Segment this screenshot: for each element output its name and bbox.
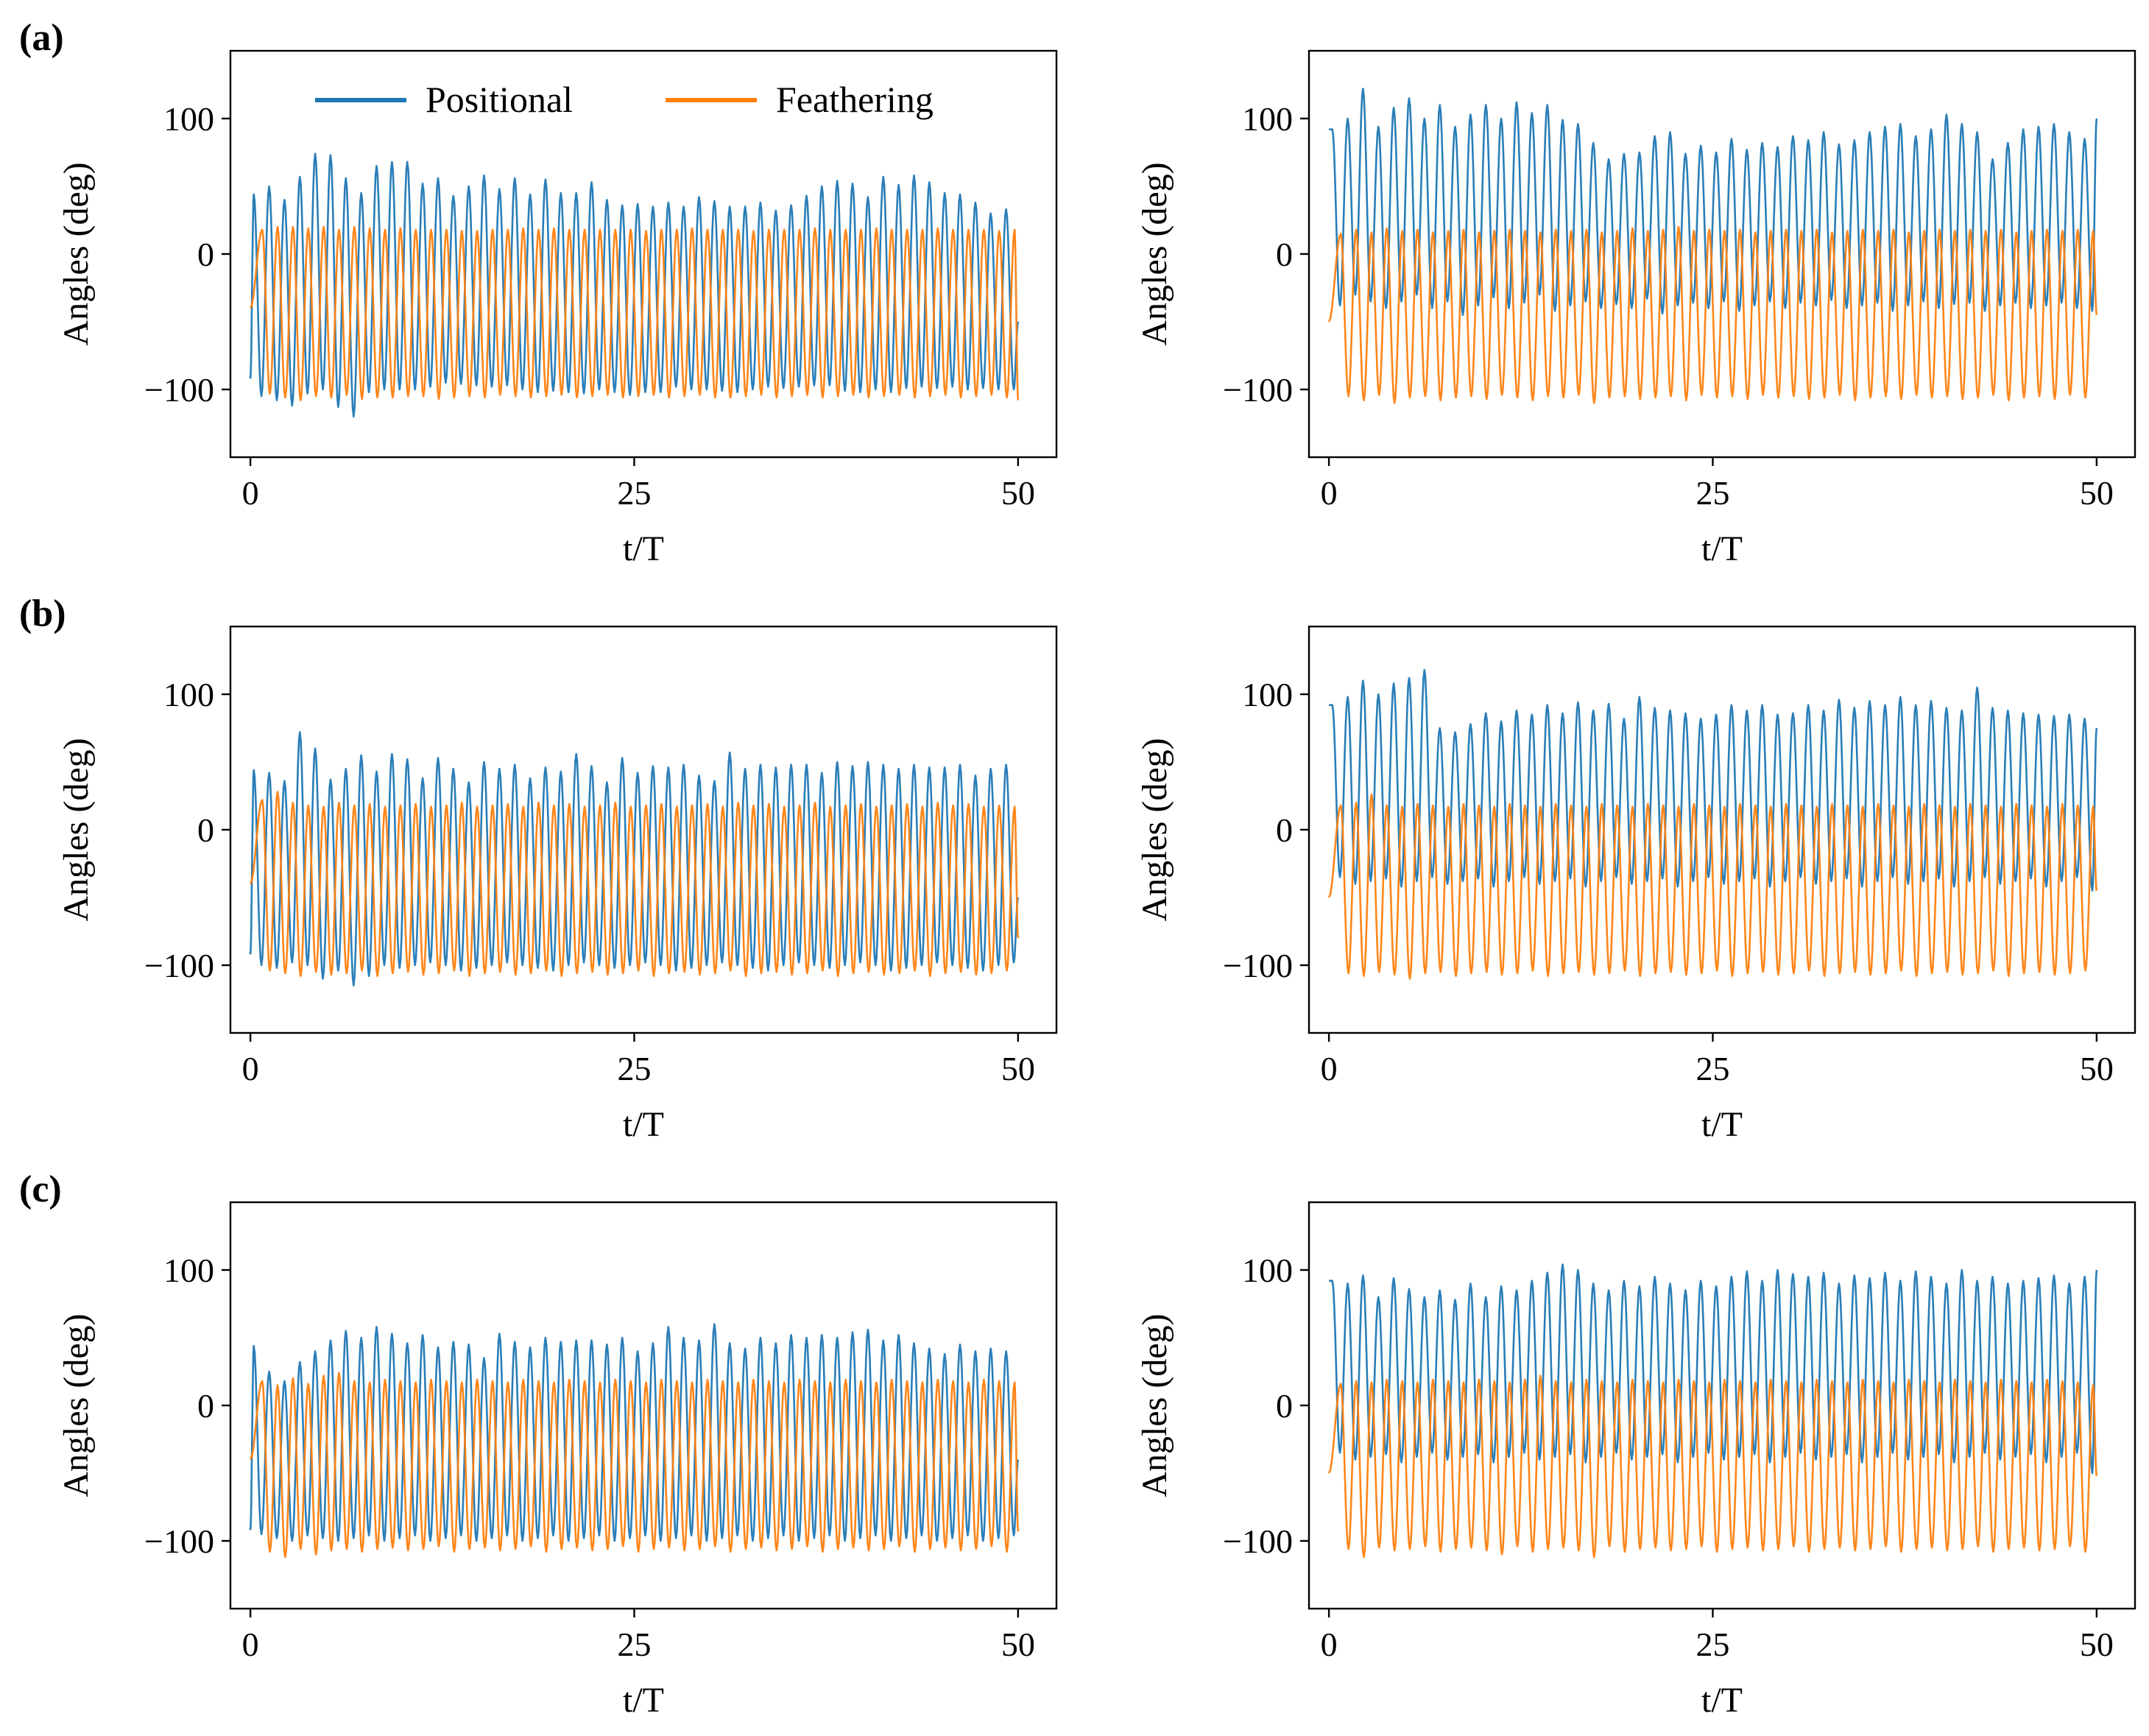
y-tick-label-b-right-0: −100 bbox=[1223, 947, 1293, 984]
y-tick-label-b-left-2: 100 bbox=[163, 676, 214, 713]
series-line-positional-b-right bbox=[1328, 668, 2098, 892]
y-tick-label-b-left-1: 0 bbox=[197, 811, 214, 849]
y-axis-label-a-left: Angles (deg) bbox=[57, 162, 96, 345]
y-tick-label-a-left-2: 100 bbox=[163, 100, 214, 138]
x-tick-label-b-right-2: 50 bbox=[2080, 1050, 2114, 1087]
series-line-feathering-c-left bbox=[249, 1372, 1020, 1559]
y-tick-label-a-right-0: −100 bbox=[1223, 371, 1293, 409]
x-tick-label-b-right-0: 0 bbox=[1321, 1050, 1338, 1087]
series-line-feathering-b-right bbox=[1327, 793, 2098, 980]
chart-b-left: −100 0 100 0 25 50 t/T Angles (deg) bbox=[57, 625, 1058, 1144]
series-line-feathering-a-right bbox=[1327, 225, 2098, 404]
x-tick-label-c-right-2: 50 bbox=[2080, 1626, 2114, 1663]
chart-a-left: −100 0 100 0 25 50 t/T Angles (deg) bbox=[57, 49, 1058, 568]
y-tick-label-b-right-2: 100 bbox=[1242, 676, 1293, 713]
legend-label-positional: Positional bbox=[426, 79, 573, 120]
panel-label-a: (a) bbox=[19, 17, 64, 59]
y-axis-label-b-right: Angles (deg) bbox=[1135, 738, 1174, 921]
y-tick-label-c-right-1: 0 bbox=[1276, 1387, 1293, 1425]
panel-label-c: (c) bbox=[19, 1168, 62, 1210]
series-line-feathering-b-left bbox=[249, 791, 1020, 977]
chart-c-left: −100 0 100 0 25 50 t/T Angles (deg) bbox=[57, 1201, 1058, 1720]
x-tick-label-c-left-1: 25 bbox=[617, 1626, 651, 1663]
x-axis-label-b-right: t/T bbox=[1701, 1105, 1743, 1144]
chart-b-right: −100 0 100 0 25 50 t/T Angles (deg) bbox=[1135, 625, 2136, 1144]
x-axis-label-a-left: t/T bbox=[623, 529, 664, 568]
y-tick-label-c-left-0: −100 bbox=[144, 1522, 214, 1560]
y-tick-label-c-left-2: 100 bbox=[163, 1252, 214, 1289]
plots: −100 0 100 0 25 50 t/T Angles (deg) −100 0 100 0 25 5… bbox=[57, 49, 2136, 1720]
y-tick-label-a-left-0: −100 bbox=[144, 371, 214, 409]
x-tick-label-a-right-1: 25 bbox=[1695, 474, 1729, 512]
series-line-feathering-a-left bbox=[249, 225, 1020, 401]
y-tick-label-b-right-1: 0 bbox=[1276, 811, 1293, 849]
y-tick-label-a-right-1: 0 bbox=[1276, 236, 1293, 273]
chart-c-right: −100 0 100 0 25 50 t/T Angles (deg) bbox=[1135, 1201, 2136, 1720]
y-tick-label-a-left-1: 0 bbox=[197, 236, 214, 273]
x-axis-label-b-left: t/T bbox=[623, 1105, 664, 1144]
series-line-positional-c-right bbox=[1328, 1263, 2098, 1475]
chart-a-right: −100 0 100 0 25 50 t/T Angles (deg) bbox=[1135, 49, 2136, 568]
x-tick-label-a-left-0: 0 bbox=[242, 474, 259, 512]
x-tick-label-a-right-0: 0 bbox=[1321, 474, 1338, 512]
y-tick-label-c-right-2: 100 bbox=[1242, 1252, 1293, 1289]
y-tick-label-a-right-2: 100 bbox=[1242, 100, 1293, 138]
x-tick-label-c-left-2: 50 bbox=[1001, 1626, 1035, 1663]
x-tick-label-c-right-1: 25 bbox=[1695, 1626, 1729, 1663]
y-axis-label-b-left: Angles (deg) bbox=[57, 738, 96, 921]
x-tick-label-b-left-2: 50 bbox=[1001, 1050, 1035, 1087]
x-axis-label-c-left: t/T bbox=[623, 1681, 664, 1720]
x-tick-label-b-left-0: 0 bbox=[242, 1050, 259, 1087]
y-axis-label-c-right: Angles (deg) bbox=[1135, 1313, 1174, 1497]
y-axis-label-a-right: Angles (deg) bbox=[1135, 162, 1174, 345]
panel-label-b: (b) bbox=[19, 593, 66, 635]
x-tick-label-a-right-2: 50 bbox=[2080, 474, 2114, 512]
x-tick-label-c-right-0: 0 bbox=[1321, 1626, 1338, 1663]
x-tick-label-a-left-2: 50 bbox=[1001, 474, 1035, 512]
y-axis-label-c-left: Angles (deg) bbox=[57, 1313, 96, 1497]
legend-label-feathering: Feathering bbox=[776, 79, 934, 120]
x-axis-label-a-right: t/T bbox=[1701, 529, 1743, 568]
series-line-feathering-c-right bbox=[1327, 1375, 2098, 1559]
x-tick-label-b-left-1: 25 bbox=[617, 1050, 651, 1087]
y-tick-label-c-left-1: 0 bbox=[197, 1387, 214, 1425]
x-tick-label-c-left-0: 0 bbox=[242, 1626, 259, 1663]
series-line-positional-a-right bbox=[1328, 88, 2098, 317]
x-axis-label-c-right: t/T bbox=[1701, 1681, 1743, 1720]
x-tick-label-a-left-1: 25 bbox=[617, 474, 651, 512]
legend: Positional Feathering bbox=[315, 79, 934, 120]
y-tick-label-b-left-0: −100 bbox=[144, 947, 214, 984]
x-tick-label-b-right-1: 25 bbox=[1695, 1050, 1729, 1087]
y-tick-label-c-right-0: −100 bbox=[1223, 1522, 1293, 1560]
